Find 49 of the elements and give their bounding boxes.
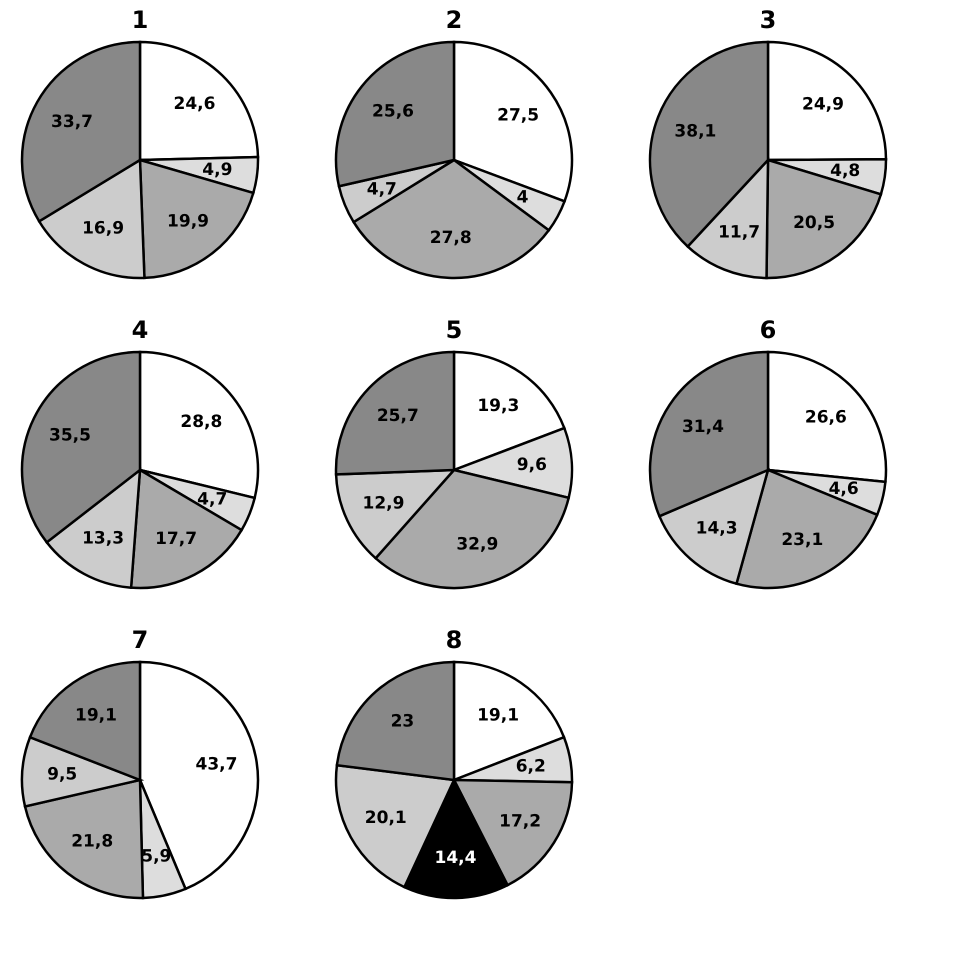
data-label: 4,7 xyxy=(366,180,397,200)
data-label: 19,9 xyxy=(167,211,209,232)
data-label: 27,5 xyxy=(497,106,540,126)
chart-title: 4 xyxy=(132,316,148,344)
data-label: 14,3 xyxy=(696,518,738,539)
data-label: 20,5 xyxy=(793,212,836,233)
data-label: 4,8 xyxy=(830,161,860,182)
data-label: 13,3 xyxy=(82,528,124,549)
data-label: 21,8 xyxy=(71,832,114,852)
data-label: 11,7 xyxy=(718,222,760,242)
data-label: 38,1 xyxy=(674,122,716,142)
chart-title: 1 xyxy=(132,6,148,34)
data-label: 26,6 xyxy=(804,408,847,428)
data-label: 23 xyxy=(390,711,414,732)
data-label: 17,7 xyxy=(155,529,198,550)
data-label: 24,6 xyxy=(173,94,216,114)
data-label: 17,2 xyxy=(499,811,542,832)
data-label: 35,5 xyxy=(48,426,91,446)
data-label: 5,9 xyxy=(141,846,172,866)
data-label: 25,7 xyxy=(376,406,419,426)
chart-title: 7 xyxy=(132,626,148,654)
data-label: 16,9 xyxy=(82,218,124,239)
chart-title: 2 xyxy=(446,6,462,34)
chart-title: 5 xyxy=(446,316,462,344)
data-label: 4,7 xyxy=(197,489,228,510)
data-label: 4,9 xyxy=(202,160,232,180)
data-label: 27,8 xyxy=(430,228,472,248)
data-label: 23,1 xyxy=(781,530,824,550)
data-label: 9,6 xyxy=(516,455,547,476)
data-label: 6,2 xyxy=(516,756,546,776)
data-label: 4 xyxy=(516,187,529,208)
data-label: 9,5 xyxy=(47,764,78,784)
data-label: 31,4 xyxy=(682,416,724,437)
data-label: 33,7 xyxy=(51,112,93,132)
chart-title: 3 xyxy=(760,6,776,34)
data-label: 20,1 xyxy=(364,808,407,828)
data-label: 28,8 xyxy=(180,412,222,432)
data-label: 14,4 xyxy=(434,848,477,868)
data-label: 19,1 xyxy=(74,706,117,726)
data-label: 19,1 xyxy=(477,706,520,726)
data-label: 12,9 xyxy=(362,493,404,514)
chart-title: 6 xyxy=(760,316,776,344)
data-label: 4,6 xyxy=(828,478,859,499)
data-label: 32,9 xyxy=(456,534,498,554)
data-label: 19,3 xyxy=(477,396,520,416)
data-label: 25,6 xyxy=(372,101,414,122)
data-label: 43,7 xyxy=(196,754,238,775)
chart-title: 8 xyxy=(446,626,462,654)
data-label: 24,9 xyxy=(802,94,844,115)
